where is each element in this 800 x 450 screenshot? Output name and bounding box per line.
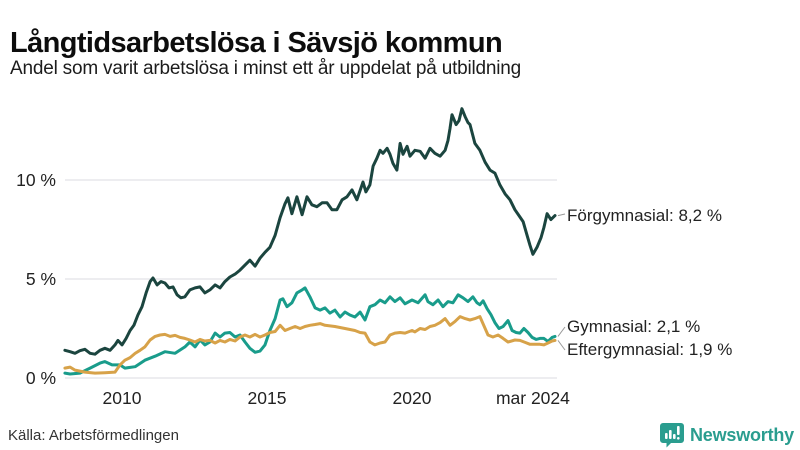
y-tick-label: 5 % — [26, 269, 56, 289]
series-label-forgymnasial: Förgymnasial: 8,2 % — [567, 206, 722, 225]
y-tick-label: 10 % — [16, 170, 56, 190]
series-line-gymnasial — [63, 286, 557, 376]
label-leader-line — [557, 340, 566, 351]
x-tick-label: 2020 — [393, 388, 432, 408]
bar-chart-speech-bubble-icon — [659, 423, 684, 448]
newsworthy-brand: Newsworthy — [659, 422, 794, 448]
label-leader-line — [557, 326, 566, 337]
series-label-eftergymnasial: Eftergymnasial: 1,9 % — [567, 340, 733, 359]
label-leader-line — [557, 213, 566, 217]
series-line-förgymnasial — [63, 107, 557, 356]
series-line-eftergymnasial — [63, 315, 557, 375]
series-label-gymnasial: Gymnasial: 2,1 % — [567, 317, 701, 336]
source-note: Källa: Arbetsförmedlingen — [8, 427, 179, 444]
x-tick-label: 2010 — [103, 388, 142, 408]
page-title: Långtidsarbetslösa i Sävsjö kommun — [10, 27, 503, 60]
x-tick-label: mar 2024 — [496, 388, 570, 408]
brand-name: Newsworthy — [689, 424, 794, 445]
y-tick-label: 0 % — [26, 368, 56, 388]
chart-subtitle: Andel som varit arbetslösa i minst ett å… — [10, 58, 522, 79]
x-tick-label: 2015 — [248, 388, 287, 408]
